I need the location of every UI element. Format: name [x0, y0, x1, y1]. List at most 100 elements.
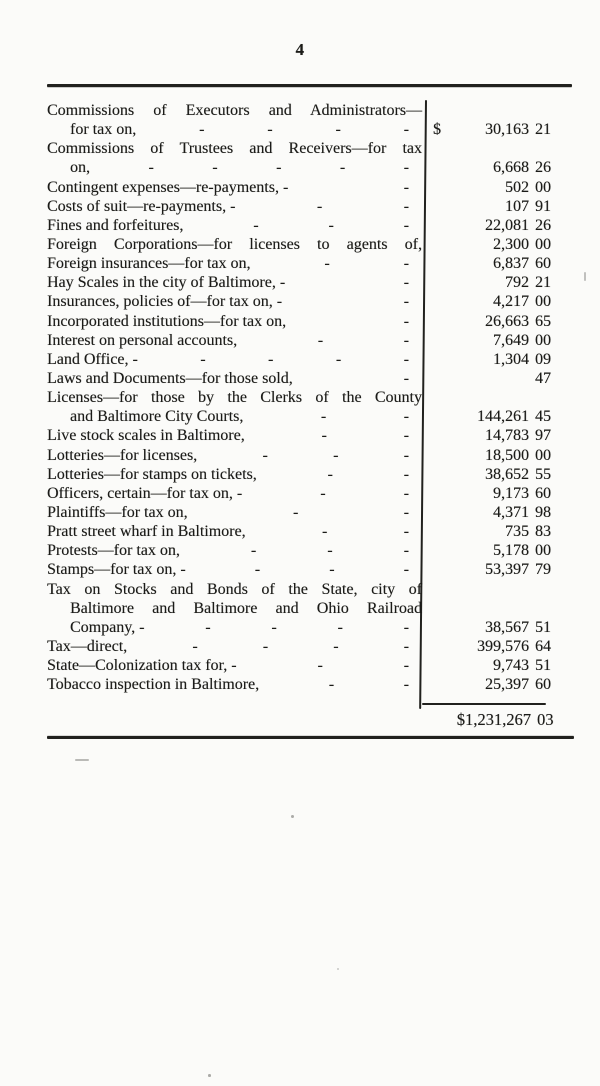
row-label: for tax on,: [70, 121, 137, 139]
row-label-cell: Stamps—for tax on, - - - -: [47, 560, 425, 579]
leader-dash: -: [254, 561, 261, 579]
table-row: Lotteries—for licenses, - - - 18,500 00: [47, 446, 570, 465]
row-label: Contingent expenses—re-payments, -: [47, 178, 289, 196]
row-label-cell: Tobacco inspection in Baltimore, - -: [47, 675, 425, 694]
row-label-cell: on, - - - - -: [47, 158, 425, 177]
row-amount-cents: 21: [535, 121, 551, 139]
leader-dash: -: [200, 350, 206, 368]
table-row: Commissions of Executors and Administrat…: [47, 101, 570, 120]
row-amount-cell: 18,500 00: [425, 446, 570, 465]
table-row: Foreign insurances—for tax on, - - 6,837 60: [47, 254, 570, 273]
row-amount-cell: [425, 599, 570, 618]
leader-dash: -: [403, 637, 409, 655]
row-amount-cents: 00: [535, 235, 551, 253]
row-amount-dollars: 9,173: [493, 484, 529, 502]
leader-dash: -: [327, 465, 333, 483]
row-amount-cell: $30,163 21: [425, 120, 570, 139]
leader-dash: -: [253, 216, 259, 234]
row-label: Hay Scales in the city of Baltimore, -: [47, 274, 286, 292]
row-amount-dollars: 144,261: [477, 408, 529, 426]
leader-dash: -: [335, 350, 342, 368]
row-label: Foreign insurances—for tax on,: [47, 255, 251, 273]
row-label-cell: Hay Scales in the city of Baltimore, - -: [47, 273, 425, 292]
row-amount-cents: 60: [535, 676, 551, 694]
row-label-cell: Pratt street wharf in Baltimore, - -: [47, 522, 425, 541]
row-amount-cents: 26: [535, 216, 551, 234]
row-amount-cell: 735 83: [425, 522, 570, 541]
row-amount-dollars: 53,397: [485, 561, 529, 579]
row-amount-cents: 91: [535, 197, 551, 215]
leader-dash: -: [403, 350, 409, 368]
row-label: State—Colonization tax for, -: [47, 657, 237, 675]
row-amount-dollars: 38,567: [485, 618, 529, 636]
table-row: Incorporated institutions—for tax on, -26…: [47, 312, 570, 331]
row-amount-cents: 51: [535, 618, 551, 636]
row-label-cell: Foreign insurances—for tax on, - -: [47, 254, 425, 273]
row-label-cell: State—Colonization tax for, - - -: [47, 656, 425, 675]
leader-dash: -: [403, 178, 409, 196]
row-amount-cell: 7,649 00: [425, 331, 570, 350]
row-amount-cell: [425, 388, 570, 407]
row-amount-cents: 00: [535, 331, 551, 349]
row-amount-cell: 107 91: [425, 197, 570, 216]
row-amount-cents: 21: [535, 274, 551, 292]
row-amount-dollars: 9,743: [493, 657, 529, 675]
row-amount-cell: 14,783 97: [425, 426, 570, 445]
row-amount-cell: 22,081 26: [425, 216, 570, 235]
leader-dash: -: [327, 542, 333, 560]
scan-speck: [291, 815, 294, 818]
row-amount-dollars: 4,217: [493, 293, 529, 311]
leader-dash: -: [324, 255, 330, 273]
row-label: Licenses—for those by the Clerks of the …: [47, 389, 422, 407]
row-amount-cell: 6,837 60: [425, 254, 570, 273]
row-label-cell: Lotteries—for licenses, - - -: [47, 446, 425, 465]
leader-dash: -: [403, 121, 409, 139]
row-amount-dollars: 735: [505, 523, 529, 541]
row-label: Lotteries—for licenses,: [47, 446, 198, 464]
row-amount-dollars: 22,081: [485, 216, 529, 234]
row-amount-dollars: 502: [505, 178, 529, 196]
leader-dash: -: [403, 523, 409, 541]
row-amount-cell: [425, 139, 570, 158]
leader-dash: -: [403, 159, 409, 177]
row-amount-cell: [425, 580, 570, 599]
row-label: Commissions of Executors and Administrat…: [47, 102, 422, 119]
row-amount-cell: 1,304 09: [425, 350, 570, 369]
row-label-cell: Protests—for tax on, - - -: [47, 541, 425, 560]
bottom-rule: [47, 736, 574, 739]
row-label: Incorporated institutions—for tax on,: [47, 312, 287, 330]
row-amount-cents: 60: [535, 484, 551, 502]
row-amount-dollars: 14,783: [485, 427, 529, 445]
table-row: Land Office, - - - - - 1,304 09: [47, 350, 570, 369]
row-amount-cell: 4,217 00: [425, 292, 570, 311]
row-amount-cell: 144,261 45: [425, 407, 570, 426]
scan-speck: [584, 272, 586, 281]
row-label-cell: Plaintiffs—for tax on, - -: [47, 503, 425, 522]
row-label: Tobacco inspection in Baltimore,: [47, 676, 260, 694]
ledger-table: Commissions of Executors and Administrat…: [47, 101, 570, 694]
row-label: Foreign Corporations—for licenses to age…: [47, 235, 422, 253]
row-label: Commissions of Trustees and Receivers—fo…: [47, 140, 422, 158]
row-amount-cell: 38,567 51: [425, 618, 570, 637]
total-rule: [422, 703, 546, 705]
row-label-cell: Land Office, - - - - -: [47, 350, 425, 369]
table-row: for tax on, - - - - $30,163 21: [47, 120, 570, 139]
leader-dash: -: [329, 561, 335, 579]
row-label: Land Office, -: [47, 350, 138, 368]
table-row: Protests—for tax on, - - - 5,178 00: [47, 541, 570, 560]
table-row: Officers, certain—for tax on, - - - 9,173 60: [47, 484, 570, 503]
row-amount-cell: 5,178 00: [425, 541, 570, 560]
leader-dash: -: [403, 274, 409, 292]
row-amount-dollars: 6,668: [493, 159, 529, 177]
leader-dash: -: [403, 618, 409, 636]
row-amount-cell: 2,300 00: [425, 235, 570, 254]
row-label-cell: Contingent expenses—re-payments, - -: [47, 178, 425, 197]
table-row: Foreign Corporations—for licenses to age…: [47, 235, 570, 254]
row-label: Interest on personal accounts,: [47, 331, 238, 349]
leader-dash: -: [320, 408, 327, 426]
row-label-cell: Lotteries—for stamps on tickets, - -: [47, 465, 425, 484]
row-label-cell: Officers, certain—for tax on, - - -: [47, 484, 425, 503]
leader-dash: -: [403, 446, 409, 464]
row-label-cell: Baltimore and Baltimore and Ohio Railroa…: [47, 599, 425, 618]
